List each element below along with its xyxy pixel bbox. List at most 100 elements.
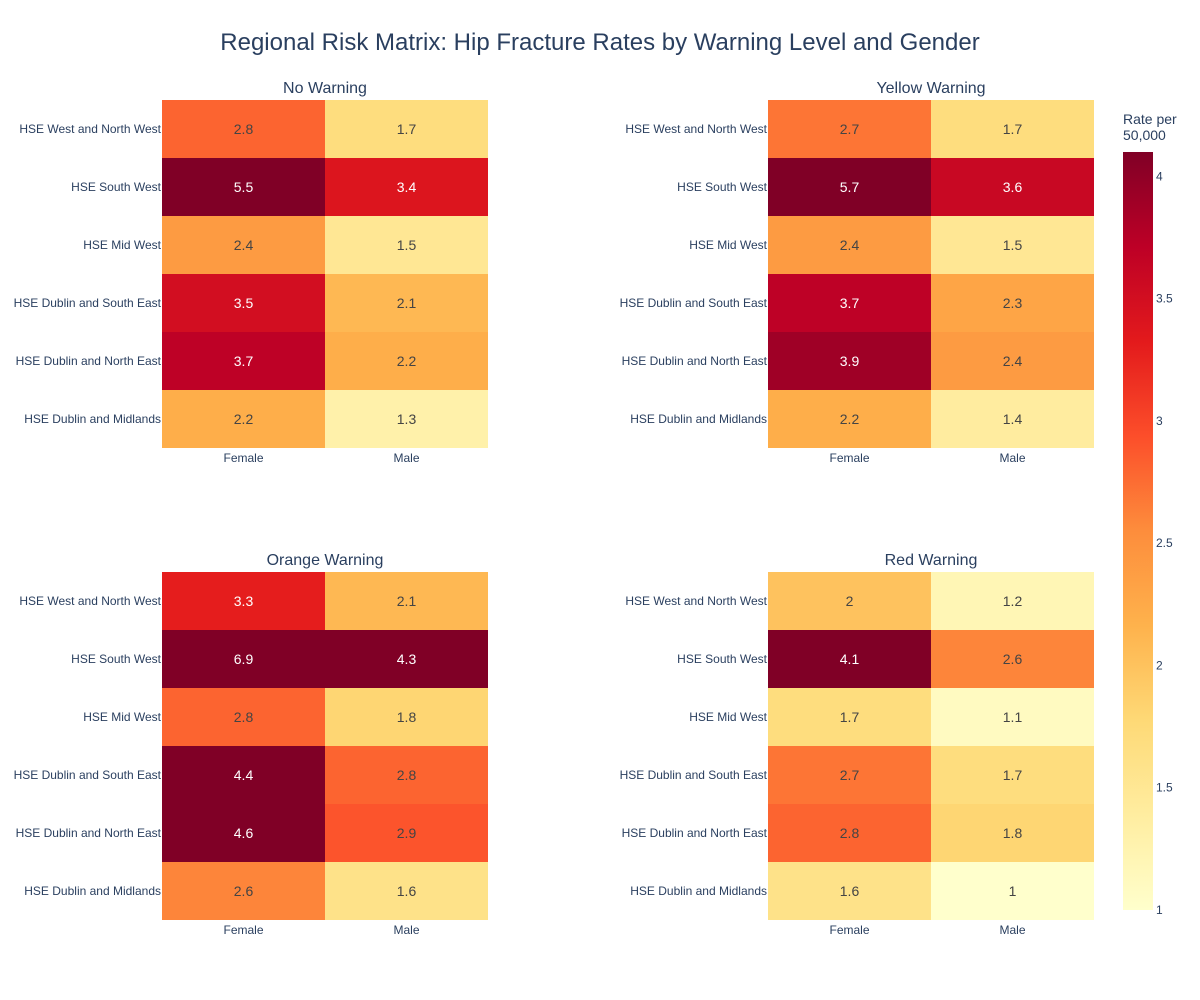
- y-tick-label: HSE South West: [71, 180, 161, 194]
- cell-value-label: 2.2: [840, 411, 860, 427]
- heatmap-cell: [162, 216, 325, 274]
- cell-value-label: 4.6: [234, 825, 254, 841]
- cell-value-label: 2.8: [397, 767, 417, 783]
- y-tick-label: HSE West and North West: [625, 594, 767, 608]
- y-tick-label: HSE Dublin and Midlands: [24, 412, 161, 426]
- heatmap-cell: [931, 216, 1094, 274]
- y-tick-label: HSE West and North West: [19, 122, 161, 136]
- heatmap-cell: [931, 862, 1094, 920]
- heatmap-cell: [931, 100, 1094, 158]
- cell-value-label: 1.6: [840, 883, 860, 899]
- heatmap-cell: [162, 572, 325, 630]
- cell-value-label: 1.7: [1003, 121, 1023, 137]
- y-tick-label: HSE Dublin and North East: [622, 826, 768, 840]
- cell-value-label: 2.9: [397, 825, 417, 841]
- cell-value-label: 2.8: [234, 121, 254, 137]
- y-tick-label: HSE Mid West: [689, 238, 767, 252]
- heatmap-cell: [325, 688, 488, 746]
- heatmap-cell: [162, 630, 325, 688]
- y-tick-label: HSE Dublin and South East: [14, 296, 162, 310]
- cell-value-label: 3.5: [234, 295, 254, 311]
- x-tick-label: Female: [223, 923, 263, 937]
- y-tick-label: HSE Mid West: [83, 710, 161, 724]
- colorbar-title: 50,000: [1123, 127, 1166, 143]
- cell-value-label: 1.7: [1003, 767, 1023, 783]
- cell-value-label: 3.3: [234, 593, 254, 609]
- colorbar-tick-label: 1: [1156, 903, 1163, 917]
- heatmap-cell: [931, 746, 1094, 804]
- cell-value-label: 1.1: [1003, 709, 1023, 725]
- y-tick-label: HSE South West: [677, 652, 767, 666]
- heatmap-cell: [325, 390, 488, 448]
- colorbar-title: Rate per: [1123, 111, 1177, 127]
- heatmap-cell: [325, 804, 488, 862]
- colorbar-tick-label: 4: [1156, 169, 1163, 183]
- cell-value-label: 1.5: [1003, 237, 1023, 253]
- heatmap-cell: [768, 332, 931, 390]
- heatmap-cell: [162, 390, 325, 448]
- y-tick-label: HSE Dublin and Midlands: [630, 412, 767, 426]
- heatmap-panel: No Warning 2.8 1.7 5.5 3.4 2.4 1.5 3.5 2.1 3.7 2.2…: [14, 80, 488, 465]
- cell-value-label: 1.3: [397, 411, 417, 427]
- cell-value-label: 4.4: [234, 767, 254, 783]
- cell-value-label: 2.6: [1003, 651, 1023, 667]
- heatmap-cell: [768, 688, 931, 746]
- x-tick-label: Male: [393, 923, 419, 937]
- heatmap-panel: Orange Warning 3.3 2.1 6.9 4.3 2.8 1.8 4.4 2.8 4.…: [14, 552, 488, 937]
- cell-value-label: 1.7: [397, 121, 417, 137]
- colorbar-tick-label: 3: [1156, 414, 1163, 428]
- y-tick-label: HSE Dublin and North East: [622, 354, 768, 368]
- heatmap-cell: [931, 630, 1094, 688]
- heatmap-cell: [931, 332, 1094, 390]
- cell-value-label: 3.7: [234, 353, 254, 369]
- heatmap-cell: [325, 158, 488, 216]
- cell-value-label: 5.5: [234, 179, 254, 195]
- cell-value-label: 3.4: [397, 179, 417, 195]
- heatmap-cell: [931, 274, 1094, 332]
- cell-value-label: 2.3: [1003, 295, 1023, 311]
- heatmap-cell: [931, 804, 1094, 862]
- y-tick-label: HSE Dublin and South East: [14, 768, 162, 782]
- panel-title: No Warning: [283, 80, 367, 97]
- heatmap-cell: [162, 804, 325, 862]
- cell-value-label: 2.1: [397, 593, 417, 609]
- y-tick-label: HSE Dublin and South East: [620, 296, 768, 310]
- heatmap-cell: [931, 390, 1094, 448]
- heatmap-cell: [325, 274, 488, 332]
- heatmap-cell: [931, 572, 1094, 630]
- cell-value-label: 2.4: [234, 237, 254, 253]
- cell-value-label: 2.4: [1003, 353, 1023, 369]
- heatmap-cell: [768, 572, 931, 630]
- cell-value-label: 6.9: [234, 651, 254, 667]
- colorbar-tick-label: 3.5: [1156, 292, 1173, 306]
- y-tick-label: HSE Dublin and North East: [16, 354, 162, 368]
- heatmap-cell: [768, 390, 931, 448]
- heatmap-cell: [768, 274, 931, 332]
- cell-value-label: 4.1: [840, 651, 860, 667]
- cell-value-label: 1.8: [397, 709, 417, 725]
- cell-value-label: 2.7: [840, 121, 860, 137]
- heatmap-cell: [768, 862, 931, 920]
- cell-value-label: 2.8: [840, 825, 860, 841]
- heatmap-cell: [768, 100, 931, 158]
- heatmap-cell: [325, 746, 488, 804]
- cell-value-label: 2: [846, 593, 854, 609]
- y-tick-label: HSE Dublin and Midlands: [24, 884, 161, 898]
- panel-title: Red Warning: [885, 552, 978, 569]
- cell-value-label: 2.1: [397, 295, 417, 311]
- heatmap-panel: Red Warning 2 1.2 4.1 2.6 1.7 1.1 2.7 1.7 2.8 1.8 1…: [620, 552, 1094, 937]
- colorbar-tick-label: 2.5: [1156, 536, 1173, 550]
- cell-value-label: 3.9: [840, 353, 860, 369]
- x-tick-label: Female: [829, 451, 869, 465]
- cell-value-label: 1.7: [840, 709, 860, 725]
- cell-value-label: 2.6: [234, 883, 254, 899]
- heatmap-cell: [162, 100, 325, 158]
- cell-value-label: 3.6: [1003, 179, 1023, 195]
- x-tick-label: Male: [999, 923, 1025, 937]
- heatmap-cell: [931, 688, 1094, 746]
- x-tick-label: Male: [393, 451, 419, 465]
- heatmap-cell: [325, 332, 488, 390]
- heatmap-cell: [768, 746, 931, 804]
- cell-value-label: 1.5: [397, 237, 417, 253]
